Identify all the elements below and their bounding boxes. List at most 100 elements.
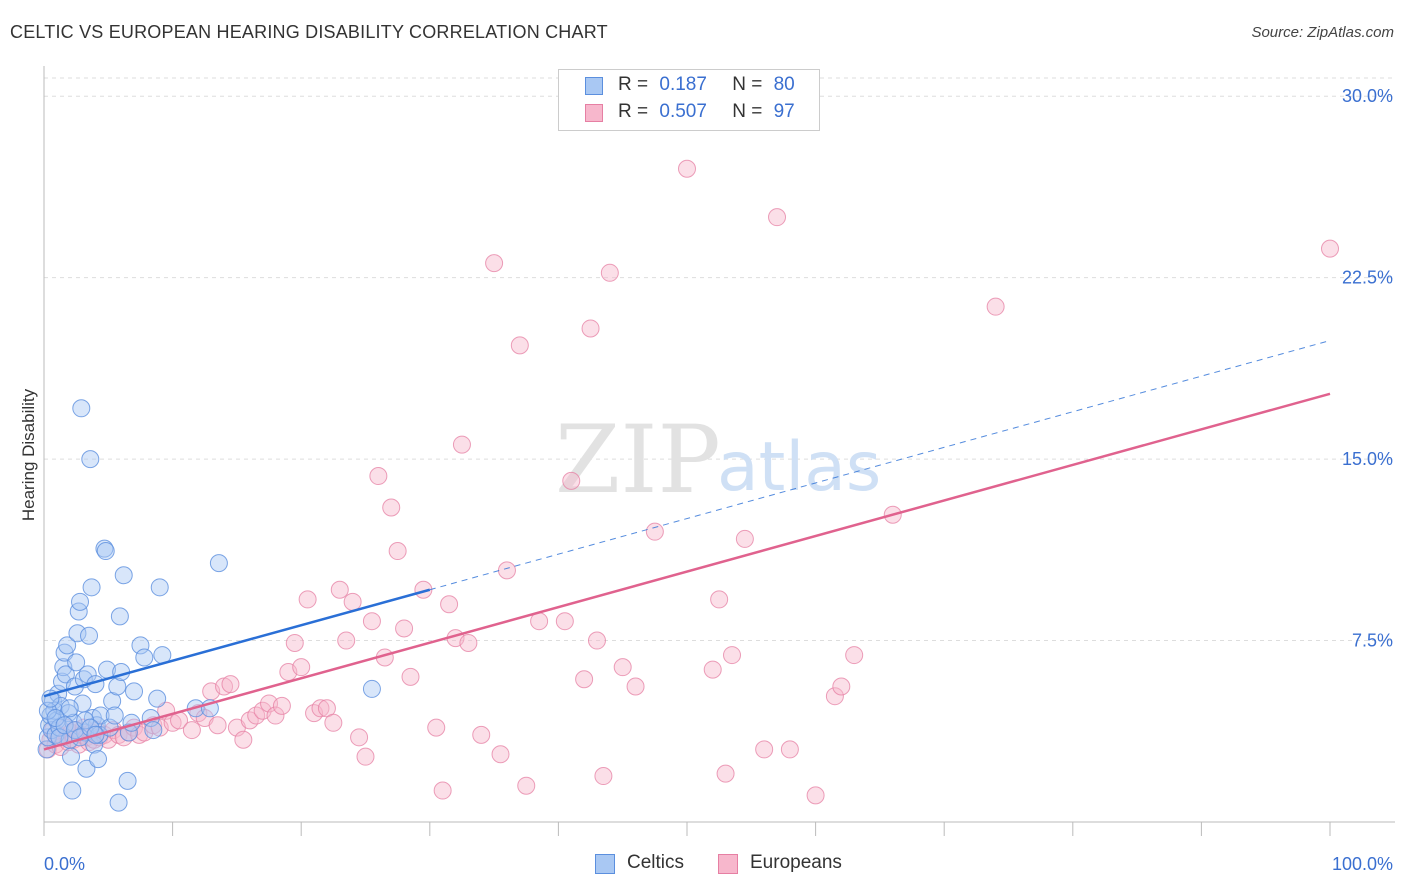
europeans-point (343, 592, 362, 611)
celtics-trend-line (43, 588, 431, 698)
celtics-point (89, 750, 108, 769)
celtics-point (68, 624, 87, 643)
europeans-point (234, 730, 253, 749)
celtics-point (63, 781, 82, 800)
celtics-point (60, 699, 79, 718)
celtics-point (109, 793, 128, 812)
europeans-point (575, 670, 594, 689)
celtics-point (77, 759, 96, 778)
celtics-r-value: 0.187 (659, 74, 707, 95)
celtics-point (110, 607, 129, 626)
celtics-swatch (585, 77, 603, 95)
europeans-point (485, 254, 504, 273)
europeans-point (292, 658, 311, 677)
europeans-point (337, 631, 356, 650)
europeans-point (678, 159, 696, 178)
europeans-point (710, 590, 729, 609)
europeans-point (491, 745, 510, 764)
chart-title: CELTIC VS EUROPEAN HEARING DISABILITY CO… (10, 22, 608, 42)
europeans-point (272, 696, 291, 715)
x-tick-label: 100.0% (1332, 854, 1393, 874)
europeans-point (208, 716, 227, 735)
europeans-point (497, 561, 516, 580)
celtics-point (72, 399, 91, 418)
europeans-point (414, 580, 433, 599)
celtics-point (96, 542, 115, 561)
celtics-point (55, 716, 74, 735)
europeans-n-label: N = (732, 101, 763, 122)
celtics-point (148, 689, 167, 708)
europeans-point (517, 776, 536, 795)
celtics-point (105, 706, 124, 725)
europeans-trend-line (43, 392, 1331, 751)
europeans-point (298, 590, 317, 609)
europeans-point (401, 667, 420, 686)
europeans-point (452, 435, 471, 454)
x-tick-labels: 0.0% 100.0% (44, 854, 1393, 874)
celtics-point (71, 592, 90, 611)
europeans-point (845, 646, 864, 665)
europeans-point (581, 319, 600, 338)
stats-legend: R = 0.187 N = 80 R = 0.507 N = 97 (558, 69, 820, 131)
europeans-point (324, 713, 343, 732)
europeans-point (755, 740, 774, 759)
celtics-point (131, 636, 150, 655)
celtics-point (114, 566, 133, 585)
europeans-point (806, 786, 825, 805)
europeans-point (382, 498, 401, 517)
legend-celtics-swatch (595, 854, 615, 874)
europeans-point (587, 631, 606, 650)
europeans-point (832, 677, 851, 696)
celtics-point (58, 636, 77, 655)
europeans-point (369, 467, 388, 486)
celtics-point (125, 682, 144, 701)
europeans-point (716, 764, 735, 783)
europeans-point (1321, 239, 1339, 258)
celtics-point (81, 450, 100, 469)
europeans-point (459, 633, 478, 652)
europeans-point (735, 529, 754, 548)
legend-celtics-label: Celtics (627, 852, 685, 873)
y-tick-label: 15.0% (1342, 449, 1393, 469)
celtics-point (108, 677, 127, 696)
europeans-point (440, 595, 459, 614)
celtics-point (82, 578, 101, 597)
grid-lines (44, 77, 1395, 642)
europeans-point (433, 781, 452, 800)
celtics-point (362, 679, 381, 698)
europeans-point (221, 675, 240, 694)
axes (43, 66, 1395, 836)
europeans-point (723, 646, 742, 665)
europeans-point (472, 725, 491, 744)
europeans-point (613, 658, 632, 677)
europeans-point (825, 687, 844, 706)
europeans-point (626, 677, 645, 696)
europeans-r-label: R = (618, 101, 649, 122)
europeans-point (703, 660, 722, 679)
europeans-swatch (585, 104, 603, 122)
europeans-point (350, 728, 369, 747)
celtics-point (209, 554, 228, 573)
y-tick-label: 30.0% (1342, 86, 1393, 106)
series-legend: Celtics Europeans (0, 851, 1406, 879)
legend-europeans-swatch (718, 854, 738, 874)
europeans-point (510, 336, 529, 355)
y-tick-labels: 7.5% 15.0% 22.5% 30.0% (1342, 86, 1393, 650)
celtics-trend-extension (429, 340, 1331, 591)
europeans-point (986, 297, 1005, 316)
europeans-point (594, 767, 613, 786)
celtics-r-label: R = (618, 74, 649, 95)
europeans-point (780, 740, 799, 759)
europeans-r-value: 0.507 (659, 101, 707, 122)
europeans-point (285, 633, 304, 652)
celtics-n-value: 80 (773, 74, 795, 95)
celtics-point (46, 708, 65, 727)
y-axis-label: Hearing Disability (19, 388, 38, 521)
europeans-point (388, 542, 407, 561)
celtics-point (69, 602, 88, 621)
x-tick-label: 0.0% (44, 854, 85, 874)
europeans-point (395, 619, 414, 638)
watermark-atlas: atlas (717, 428, 881, 507)
celtics-point (118, 771, 137, 790)
